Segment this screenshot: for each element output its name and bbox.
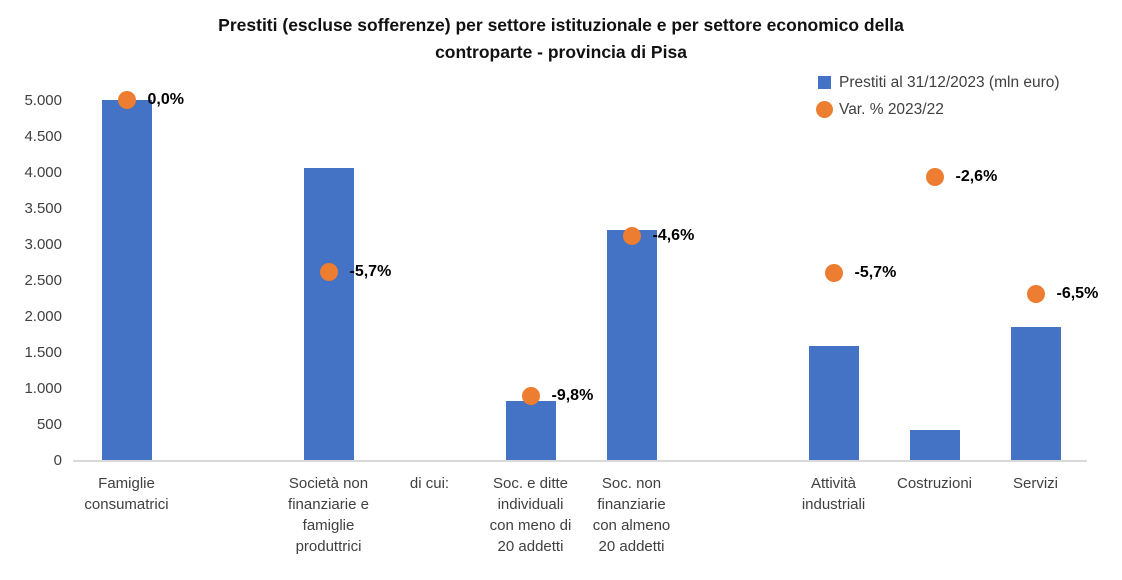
var-pct-data-label: -4,6% (652, 227, 695, 245)
x-axis-category-label-line: con meno di (489, 517, 572, 534)
scatter-series-swatch-icon (815, 101, 833, 118)
var-pct-data-label: -9,8% (551, 386, 594, 404)
var-pct-data-label: 0,0% (147, 91, 184, 108)
var-pct-data-label: -2,6% (955, 168, 998, 186)
y-axis-tick-label: 0 (53, 451, 62, 469)
var-pct-marker-icon (824, 263, 843, 282)
y-axis-tick-label: 1.000 (24, 379, 62, 397)
y-axis-tick-label: 1.500 (24, 343, 62, 361)
var-pct-data-label: -6,5% (1056, 284, 1099, 302)
x-axis-category-label-line: 20 addetti (598, 538, 665, 555)
x-axis-category-label-line: Società non (288, 475, 369, 492)
bar (1010, 326, 1061, 460)
var-pct-marker-icon (925, 168, 944, 187)
var-pct-marker-icon (622, 227, 641, 246)
y-axis-tick-label: 4.000 (24, 163, 62, 181)
x-axis-category-label: Attività industriali (768, 473, 900, 515)
x-axis-line (73, 460, 1087, 462)
x-axis-category-label-line: Soc. e ditte (492, 475, 569, 492)
bar (808, 346, 859, 460)
x-axis-category-label-line: 20 addetti (497, 538, 564, 555)
y-axis-tick-label: 3.000 (24, 235, 62, 253)
x-axis-category-label-line: di cui: (409, 475, 450, 492)
x-axis-category-label: Soc. non finanziarie con almeno 20 addetti (566, 473, 698, 557)
x-axis-category-label: Famiglie consumatrici (61, 473, 193, 515)
x-axis-category-label-line: finanziarie (597, 496, 666, 513)
var-pct-marker-icon (1026, 284, 1045, 303)
x-axis-category-label: Soc. e ditte individuali con meno di 20 add… (465, 473, 597, 557)
x-axis-category-label: Società non finanziarie e famiglie produttr… (263, 473, 395, 557)
bar (909, 429, 960, 460)
y-axis-tick-label: 5.000 (24, 91, 62, 109)
bar-series-swatch-icon (817, 76, 831, 89)
var-pct-marker-icon (319, 263, 338, 282)
legend-marker-box (812, 101, 836, 118)
x-axis-category-label-line: industriali (801, 496, 866, 513)
x-axis-category-label-line: Attività (810, 475, 856, 492)
x-axis-category-label: Costruzioni (869, 473, 1001, 494)
bar (101, 100, 152, 460)
legend: Prestiti al 31/12/2023 (mln euro) Var. %… (812, 69, 1060, 123)
x-axis-category-label-line: famiglie (302, 517, 355, 534)
x-axis-category-label-line: Famiglie (98, 475, 155, 492)
legend-label-bar-series: Prestiti al 31/12/2023 (mln euro) (839, 73, 1060, 91)
chart-title: Prestiti (escluse sofferenze) per settor… (0, 12, 1122, 66)
x-axis-category-label-line: Costruzioni (896, 475, 973, 492)
x-axis-category-label-line: individuali (497, 496, 564, 513)
x-axis-category-label-line: produttrici (295, 538, 362, 555)
y-axis-tick-label: 4.500 (24, 127, 62, 145)
chart-title-line1: Prestiti (escluse sofferenze) per settor… (218, 15, 904, 35)
var-pct-marker-icon (521, 386, 540, 405)
var-pct-marker-icon (117, 91, 136, 109)
x-axis-category-label-line: Soc. non (601, 475, 662, 492)
legend-item-bar-series: Prestiti al 31/12/2023 (mln euro) (812, 69, 1060, 96)
legend-marker-box (812, 76, 836, 89)
x-axis-category-label-line: Servizi (1012, 475, 1058, 492)
x-axis-category-label-line: finanziarie e (288, 496, 369, 513)
bar (606, 229, 657, 460)
y-axis-tick-label: 3.500 (24, 199, 62, 217)
var-pct-data-label: -5,7% (854, 263, 897, 281)
legend-item-scatter-series: Var. % 2023/22 (812, 96, 1060, 123)
x-axis-category-label-line: consumatrici (84, 496, 169, 513)
var-pct-data-label: -5,7% (349, 263, 392, 281)
y-axis-tick-label: 2.000 (24, 307, 62, 325)
y-axis-tick-label: 500 (36, 415, 62, 433)
x-axis-category-label: Servizi (970, 473, 1102, 494)
bar (303, 168, 354, 460)
legend-label-scatter-series: Var. % 2023/22 (839, 100, 944, 118)
x-axis-category-label: di cui: (364, 473, 496, 494)
y-axis-tick-label: 2.500 (24, 271, 62, 289)
x-axis-category-label-line: con almeno (592, 517, 671, 534)
bar (505, 400, 556, 460)
chart-title-line2: controparte - provincia di Pisa (435, 42, 687, 62)
